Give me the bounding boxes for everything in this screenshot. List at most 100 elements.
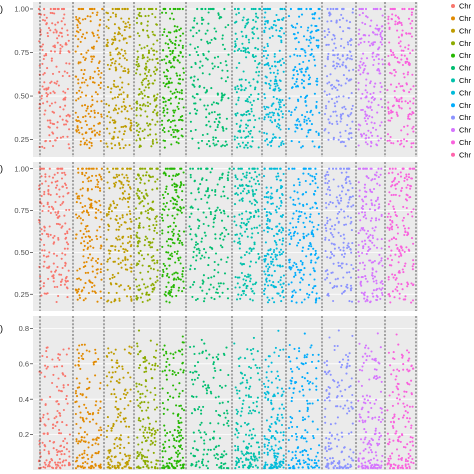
data-point: [290, 300, 293, 303]
data-point: [145, 459, 149, 463]
data-point: [84, 115, 87, 118]
data-point: [349, 50, 352, 53]
data-point: [100, 429, 103, 432]
data-point: [338, 210, 341, 213]
data-point-top: [150, 167, 154, 170]
data-point: [361, 240, 364, 243]
data-point: [174, 43, 177, 46]
data-point: [110, 351, 113, 354]
data-point: [204, 234, 207, 237]
data-point: [407, 47, 410, 51]
data-point: [250, 103, 254, 107]
data-point: [75, 400, 78, 403]
data-point: [343, 255, 346, 258]
data-point: [92, 246, 95, 249]
data-point: [293, 289, 296, 292]
data-point: [43, 432, 46, 435]
data-point: [84, 460, 87, 464]
data-point: [398, 194, 401, 197]
data-point: [42, 416, 45, 419]
data-point: [147, 202, 150, 205]
data-point: [387, 15, 390, 18]
data-point-top: [112, 167, 115, 170]
data-point: [46, 87, 49, 91]
data-point: [365, 95, 368, 98]
data-point: [300, 13, 304, 16]
data-point: [237, 11, 240, 15]
data-point: [168, 61, 171, 64]
data-point: [117, 263, 120, 266]
data-point: [252, 215, 255, 218]
data-point: [220, 98, 223, 101]
data-point: [253, 241, 256, 244]
data-point: [369, 131, 372, 134]
data-point-top: [91, 7, 94, 11]
data-point: [57, 377, 60, 380]
data-point: [52, 262, 55, 265]
data-point: [98, 23, 101, 26]
data-point: [121, 259, 124, 262]
data-point: [225, 228, 228, 231]
data-point: [88, 235, 92, 239]
data-point: [362, 215, 365, 218]
data-point: [398, 292, 401, 295]
data-point: [269, 256, 272, 259]
data-point: [330, 20, 333, 23]
data-point: [265, 280, 268, 283]
data-point: [172, 202, 175, 205]
data-point: [42, 285, 45, 288]
data-point-top: [166, 167, 169, 170]
data-point: [248, 252, 251, 255]
data-point: [55, 65, 58, 68]
data-point: [79, 188, 82, 191]
data-point: [224, 26, 227, 29]
data-point: [240, 78, 243, 81]
data-point: [179, 368, 182, 371]
data-point-top: [49, 7, 52, 11]
data-point: [294, 291, 297, 294]
data-point: [394, 183, 397, 186]
data-point: [112, 202, 116, 205]
data-point: [106, 115, 109, 118]
data-point: [64, 459, 68, 462]
data-point: [249, 132, 252, 135]
data-point: [146, 34, 149, 37]
data-point: [362, 247, 365, 250]
data-point: [169, 102, 172, 105]
data-point: [91, 290, 94, 293]
data-point: [311, 221, 314, 224]
data-point: [118, 378, 121, 381]
data-point: [97, 257, 100, 260]
data-point: [225, 117, 228, 120]
data-point-top: [128, 167, 131, 170]
data-point: [292, 69, 295, 72]
data-point: [138, 237, 141, 240]
data-point: [124, 248, 127, 251]
data-point: [376, 69, 379, 72]
data-point: [310, 48, 313, 51]
data-point: [171, 42, 174, 45]
data-point: [55, 193, 58, 196]
data-point: [47, 184, 50, 188]
data-point: [218, 285, 221, 288]
data-point: [80, 343, 84, 346]
data-point: [60, 177, 64, 180]
data-point: [44, 463, 47, 466]
data-point: [225, 143, 228, 146]
data-point: [41, 43, 45, 46]
data-point: [194, 198, 197, 201]
data-point: [58, 215, 61, 218]
data-point: [105, 44, 108, 47]
data-point: [340, 284, 343, 287]
data-point: [149, 246, 152, 249]
data-point-top: [248, 167, 251, 170]
data-point: [52, 90, 55, 93]
data-point: [206, 132, 209, 136]
data-point: [171, 238, 174, 241]
data-point: [177, 257, 180, 260]
data-point: [83, 452, 86, 455]
data-point: [207, 11, 210, 14]
data-point: [173, 25, 176, 28]
data-point: [411, 49, 414, 52]
data-point: [233, 135, 236, 138]
